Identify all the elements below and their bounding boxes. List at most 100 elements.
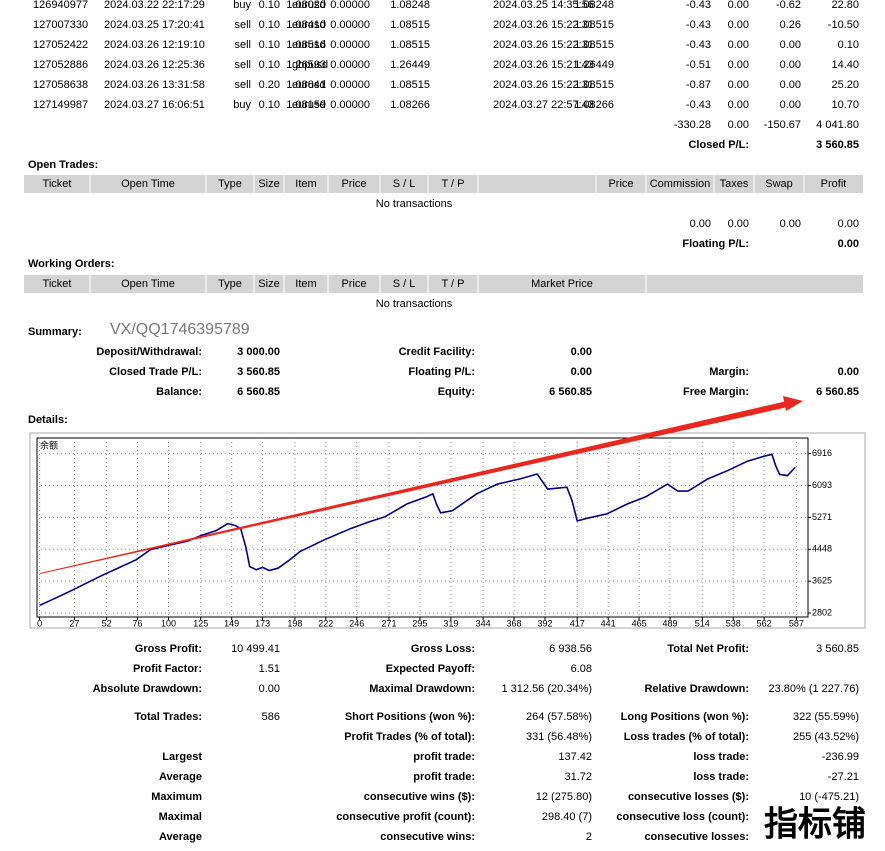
trade-cell: 10.70 xyxy=(831,99,859,111)
x-tick-label: 417 xyxy=(570,618,585,628)
x-tick-label: 52 xyxy=(102,618,112,628)
trade-cell: 1.08515 xyxy=(390,39,430,51)
trade-cell: 1.08248 xyxy=(574,0,614,11)
stat-value: 137.42 xyxy=(558,751,592,763)
stat-value: 331 (56.48%) xyxy=(526,731,592,743)
column-header: T / P xyxy=(441,278,464,290)
summary-value: 6 560.85 xyxy=(816,386,859,398)
column-header: Commission xyxy=(650,178,711,190)
trade-cell: 1.08266 xyxy=(574,99,614,111)
stat-value: 23.80% (1 227.76) xyxy=(768,683,859,695)
summary-value: 0.00 xyxy=(838,366,859,378)
stat-label: consecutive losses: xyxy=(644,831,749,843)
x-tick-label: 246 xyxy=(349,618,364,628)
stat-value: 10 499.41 xyxy=(231,643,280,655)
trade-cell: 1.08266 xyxy=(390,99,430,111)
trade-cell: 127149987 xyxy=(33,99,88,111)
trade-cell: 2024.03.22 22:17:29 xyxy=(104,0,205,11)
trade-cell: eurusd xyxy=(292,19,326,31)
total-cell: 0.00 xyxy=(690,218,711,230)
trade-cell: sell xyxy=(234,59,251,71)
stat-label: Short Positions (won %): xyxy=(345,711,475,723)
x-tick-label: 587 xyxy=(789,618,804,628)
trade-cell: 0.00 xyxy=(728,99,749,111)
trade-cell: 2024.03.27 22:57:43 xyxy=(493,99,594,111)
watermark-text: VX/QQ1746395789 xyxy=(110,321,250,338)
trade-cell: 2024.03.26 15:22:31 xyxy=(493,39,594,51)
trade-cell: -10.50 xyxy=(828,19,859,31)
stat-label: Maximal Drawdown: xyxy=(369,683,475,695)
y-tick-label: 6093 xyxy=(812,480,832,490)
summary-value: 6 560.85 xyxy=(237,386,280,398)
closed-pl-value: 3 560.85 xyxy=(816,139,859,151)
stat-label: Average xyxy=(159,771,202,783)
stat-label: Absolute Drawdown: xyxy=(93,683,202,695)
trade-cell: 0.10 xyxy=(838,39,859,51)
stat-value: -27.21 xyxy=(828,771,859,783)
summary-value: 3 560.85 xyxy=(237,366,280,378)
trade-cell: 14.40 xyxy=(831,59,859,71)
trade-cell: buy xyxy=(233,99,251,111)
trade-cell: 0.10 xyxy=(259,0,280,11)
trade-cell: 1.08515 xyxy=(390,19,430,31)
column-header: Open Time xyxy=(121,278,175,290)
stat-value: 0.00 xyxy=(259,683,280,695)
trade-cell: 1.08410 xyxy=(286,19,326,31)
stat-value: 3 560.85 xyxy=(816,643,859,655)
trade-cell: sell xyxy=(234,19,251,31)
stat-label: Gross Profit: xyxy=(135,643,202,655)
stat-label: profit trade: xyxy=(413,751,475,763)
total-cell: -150.67 xyxy=(764,119,801,131)
stat-value: 6 938.56 xyxy=(549,643,592,655)
total-cell: 0.00 xyxy=(838,218,859,230)
section-title: Working Orders: xyxy=(28,258,115,270)
trade-cell: 1.08515 xyxy=(574,19,614,31)
x-tick-label: 368 xyxy=(507,618,522,628)
total-cell: 0.00 xyxy=(780,218,801,230)
y-tick-label: 6916 xyxy=(812,448,832,458)
summary-value: 0.00 xyxy=(571,346,592,358)
trade-cell: 1.08516 xyxy=(286,39,326,51)
x-tick-label: 125 xyxy=(193,618,208,628)
trade-cell: 0.10 xyxy=(259,99,280,111)
trade-cell: eurusd xyxy=(292,79,326,91)
trade-cell: eurusd xyxy=(292,0,326,11)
column-header: Market Price xyxy=(531,278,593,290)
stat-label: Gross Loss: xyxy=(411,643,475,655)
x-tick-label: 392 xyxy=(537,618,552,628)
trade-cell: -0.62 xyxy=(776,0,801,11)
trade-cell: 0.00 xyxy=(728,79,749,91)
stat-label: consecutive loss (count): xyxy=(616,811,749,823)
trade-cell: -0.43 xyxy=(686,39,711,51)
summary-value: 6 560.85 xyxy=(549,386,592,398)
empty-message: No transactions xyxy=(376,298,453,310)
x-tick-label: 441 xyxy=(601,618,616,628)
trade-cell: 1.08641 xyxy=(286,79,326,91)
trade-cell: 1.26449 xyxy=(390,59,430,71)
x-tick-label: 222 xyxy=(318,618,333,628)
trade-cell: 0.00 xyxy=(780,99,801,111)
trade-cell: 0.00000 xyxy=(330,19,370,31)
trade-cell: 0.00 xyxy=(780,59,801,71)
column-header: S / L xyxy=(393,178,416,190)
summary-label: Deposit/Withdrawal: xyxy=(96,346,202,358)
section-title: Summary: xyxy=(28,326,82,338)
annotation-arrow xyxy=(40,401,788,574)
stat-value: 2 xyxy=(586,831,592,843)
trade-cell: 1.08515 xyxy=(574,39,614,51)
trade-cell: -0.43 xyxy=(686,99,711,111)
stat-value: 298.40 (7) xyxy=(542,811,592,823)
x-tick-label: 489 xyxy=(663,618,678,628)
trade-cell: 0.00000 xyxy=(330,99,370,111)
trade-cell: 1.08248 xyxy=(390,0,430,11)
x-tick-label: 538 xyxy=(726,618,741,628)
summary-value: 3 000.00 xyxy=(237,346,280,358)
stat-label: loss trade: xyxy=(693,771,749,783)
trade-cell: -0.43 xyxy=(686,0,711,11)
y-tick-label: 5271 xyxy=(812,512,832,522)
column-header: Size xyxy=(258,178,279,190)
trade-cell: 2024.03.26 15:21:43 xyxy=(493,59,594,71)
trade-cell: 1.08020 xyxy=(286,0,326,11)
x-tick-label: 514 xyxy=(695,618,710,628)
summary-label: Margin: xyxy=(709,366,749,378)
